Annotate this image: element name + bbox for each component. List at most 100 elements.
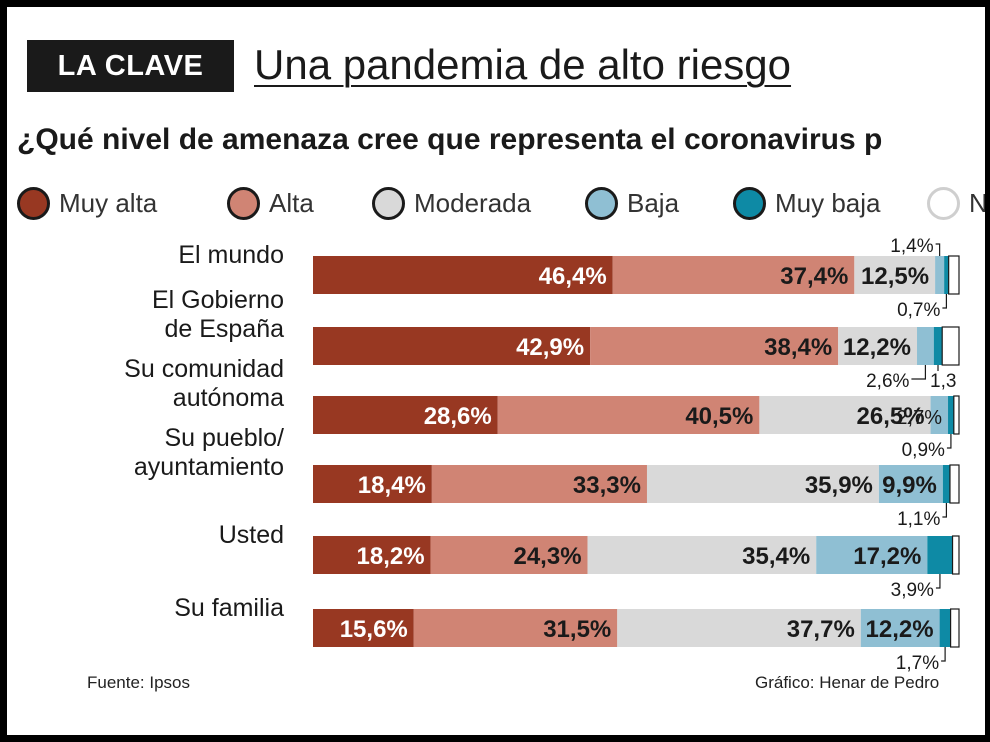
bar-segment-su-familia-muy-baja — [939, 609, 951, 647]
legend-item-moderada: Moderada — [372, 183, 531, 223]
bar-segment-el-gobierno-de-espana-alta — [590, 327, 839, 365]
legend-swatch-baja — [585, 186, 618, 220]
bar-segment-el-gobierno-de-espana-n — [941, 326, 960, 366]
bar-segment-su-pueblo-ayuntamiento-muy-baja — [942, 465, 950, 503]
bar-segment-usted-n — [951, 535, 960, 575]
category-label-el-gobierno-de-espana-line2: de España — [164, 315, 284, 343]
legend-swatch-muy-baja — [733, 186, 766, 220]
data-label-el-gobierno-de-espana-alta: 38,4% — [764, 334, 832, 361]
callout-label-3: 1,3 — [930, 371, 956, 392]
legend-label-n: N — [969, 187, 985, 218]
bar-segment-el-mundo-muy-baja — [944, 256, 949, 294]
callout-label-0: 1,4% — [890, 236, 933, 257]
bar-segment-el-gobierno-de-espana-baja — [917, 327, 934, 365]
bar-segment-su-comunidad-autonoma-alta — [497, 396, 760, 434]
bar-segment-el-gobierno-de-espana-muy-alta — [313, 327, 591, 365]
legend-item-alta: Alta — [227, 183, 314, 223]
bar-segment-su-pueblo-ayuntamiento-baja — [878, 465, 943, 503]
legend-label-muy-alta: Muy alta — [59, 187, 158, 218]
bar-segment-usted-baja — [816, 536, 928, 574]
callout-connector-5 — [942, 503, 948, 518]
callout-label-1: 0,7% — [897, 300, 940, 321]
callout-label-4: 0,9% — [902, 440, 945, 461]
legend: Muy alta Alta Moderada Baja Muy baja N — [17, 183, 985, 223]
source-note: Fuente: Ipsos — [87, 673, 191, 692]
bar-segment-usted-alta — [430, 536, 588, 574]
data-label-su-comunidad-autonoma-moderada: 26,5% — [857, 403, 925, 430]
bar-segment-su-comunidad-autonoma-muy-baja — [948, 396, 954, 434]
data-label-el-mundo-moderada: 12,5% — [861, 263, 929, 290]
bar-segment-su-familia-muy-alta — [313, 609, 414, 647]
legend-swatch-alta — [227, 186, 260, 220]
bar-segment-usted-muy-baja — [927, 536, 953, 574]
category-label-su-familia: Su familia — [174, 594, 284, 622]
bar-segment-su-comunidad-autonoma-muy-alta — [313, 396, 498, 434]
bar-segment-el-mundo-alta — [612, 256, 855, 294]
section-badge: LA CLAVE — [27, 40, 234, 92]
bar-segment-su-familia-alta — [413, 609, 618, 647]
category-label-su-pueblo-ayuntamiento-line1: Su pueblo/ — [164, 424, 284, 452]
data-label-su-pueblo-ayuntamiento-baja: 9,9% — [882, 472, 937, 499]
legend-swatch-n — [927, 186, 960, 220]
data-label-el-mundo-alta: 37,4% — [780, 263, 848, 290]
bar-segment-su-familia-n — [949, 608, 960, 648]
chart-question: ¿Qué nivel de amenaza cree que represent… — [17, 123, 883, 156]
bar-segment-el-mundo-moderada — [854, 256, 936, 294]
bar-segment-su-pueblo-ayuntamiento-alta — [431, 465, 647, 503]
legend-swatch-muy-alta — [17, 186, 50, 220]
data-label-el-mundo-muy-alta: 46,4% — [539, 263, 607, 290]
data-label-usted-baja: 17,2% — [853, 543, 921, 570]
data-label-su-familia-moderada: 37,7% — [787, 616, 855, 643]
data-label-su-familia-alta: 31,5% — [543, 616, 611, 643]
data-label-su-pueblo-ayuntamiento-alta: 33,3% — [573, 472, 641, 499]
legend-label-baja: Baja — [627, 187, 680, 218]
chart-frame: LA CLAVE Una pandemia de alto riesgo ¿Qu… — [7, 7, 985, 735]
category-label-el-gobierno-de-espana-line1: El Gobierno — [152, 286, 284, 314]
data-label-usted-muy-alta: 18,2% — [357, 543, 425, 570]
category-label-su-comunidad-autonoma-line2: autónoma — [173, 384, 284, 412]
bar-segment-su-comunidad-autonoma-n — [953, 395, 960, 435]
bar-segment-el-mundo-n — [948, 255, 960, 295]
callout-label-6: 3,9% — [891, 580, 934, 601]
data-label-usted-alta: 24,3% — [513, 543, 581, 570]
bar-segment-su-comunidad-autonoma-moderada — [759, 396, 931, 434]
bar-segment-usted-muy-alta — [313, 536, 431, 574]
chart-title: Una pandemia de alto riesgo — [254, 41, 792, 88]
bar-segment-su-comunidad-autonoma-baja — [930, 396, 949, 434]
bar-segment-el-gobierno-de-espana-muy-baja — [933, 327, 943, 365]
data-label-su-pueblo-ayuntamiento-muy-alta: 18,4% — [358, 472, 426, 499]
callout-label-5: 1,1% — [897, 509, 940, 530]
callout-connector-1 — [942, 294, 948, 309]
bar-segment-su-pueblo-ayuntamiento-n — [949, 464, 960, 504]
data-label-su-comunidad-autonoma-muy-alta: 28,6% — [424, 403, 492, 430]
category-label-su-pueblo-ayuntamiento-line2: ayuntamiento — [134, 453, 284, 481]
data-label-su-familia-baja: 12,2% — [866, 616, 934, 643]
data-label-su-pueblo-ayuntamiento-moderada: 35,9% — [805, 472, 873, 499]
legend-label-moderada: Moderada — [414, 187, 532, 218]
data-label-su-comunidad-autonoma-alta: 40,5% — [685, 403, 753, 430]
callout-connector-7 — [941, 647, 946, 662]
legend-item-muy-baja: Muy baja — [733, 183, 881, 223]
credit-note: Gráfico: Henar de Pedro — [755, 673, 940, 692]
data-label-usted-moderada: 35,4% — [742, 543, 810, 570]
bar-segment-su-familia-baja — [860, 609, 940, 647]
legend-item-muy-alta: Muy alta — [17, 183, 157, 223]
legend-label-alta: Alta — [269, 187, 314, 218]
legend-swatch-moderada — [372, 186, 405, 220]
bar-segment-el-mundo-baja — [935, 256, 945, 294]
bar-segment-su-pueblo-ayuntamiento-muy-alta — [313, 465, 432, 503]
category-label-el-mundo: El mundo — [178, 241, 284, 269]
callout-connector-2 — [911, 365, 927, 380]
category-label-su-comunidad-autonoma-line1: Su comunidad — [124, 355, 284, 383]
callout-label-2: 2,6% — [866, 371, 909, 392]
data-label-su-comunidad-autonoma-baja: 2,7% — [896, 407, 942, 429]
legend-label-muy-baja: Muy baja — [775, 187, 881, 218]
legend-item-n: N — [927, 183, 985, 223]
legend-item-baja: Baja — [585, 183, 679, 223]
callout-connector-6 — [935, 574, 941, 589]
bar-segment-su-familia-moderada — [617, 609, 861, 647]
bar-segment-el-gobierno-de-espana-moderada — [838, 327, 918, 365]
data-label-el-gobierno-de-espana-moderada: 12,2% — [843, 334, 911, 361]
bar-segment-usted-moderada — [587, 536, 817, 574]
